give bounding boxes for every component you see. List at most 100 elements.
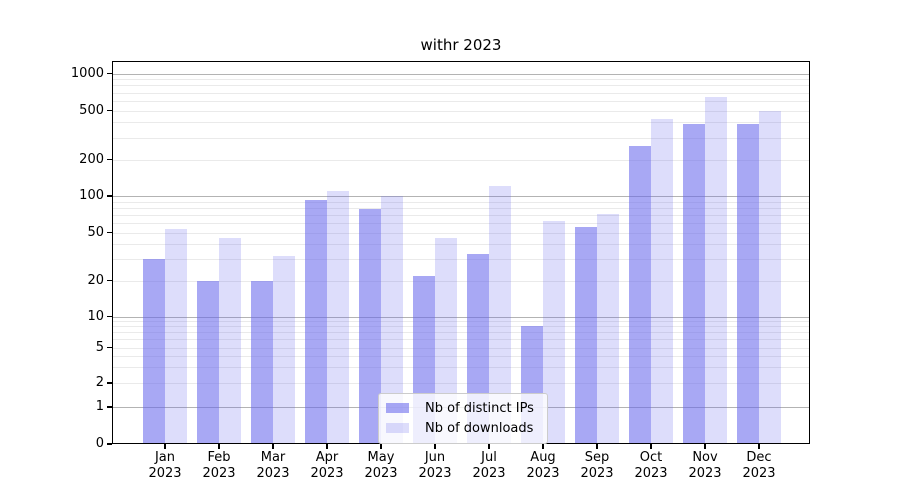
y-tick-label: 1 xyxy=(95,399,104,414)
x-tick-label: Feb 2023 xyxy=(187,450,251,482)
legend: Nb of distinct IPs Nb of downloads xyxy=(378,393,548,444)
y-tick-label: 500 xyxy=(79,102,104,118)
minor-gridline xyxy=(112,110,810,112)
x-tick-year: 2023 xyxy=(688,466,722,481)
y-tick-mark xyxy=(107,109,112,112)
x-tick-month: Oct xyxy=(639,450,663,465)
minor-gridline xyxy=(112,201,810,203)
bar-oct-ips xyxy=(629,146,651,444)
x-tick-year: 2023 xyxy=(202,466,236,481)
minor-gridline xyxy=(112,122,810,124)
y-tick-mark xyxy=(107,382,112,384)
plot-area xyxy=(112,61,810,444)
x-tick-month: Jul xyxy=(481,450,497,465)
minor-gridline xyxy=(112,85,810,87)
minor-gridline xyxy=(112,137,810,139)
legend-swatch-downloads xyxy=(386,423,409,433)
x-tick-label: Aug 2023 xyxy=(511,450,575,482)
bar-jun-downloads xyxy=(435,238,457,444)
x-tick-label: Mar 2023 xyxy=(241,450,305,482)
x-tick-mark xyxy=(488,444,490,449)
bar-sep-ips xyxy=(575,227,597,444)
y-tick-label: 1000 xyxy=(70,65,104,81)
minor-gridline xyxy=(112,259,810,261)
y-tick-label: 2 xyxy=(95,375,104,390)
bar-jul-downloads xyxy=(489,186,511,444)
y-tick-mark xyxy=(107,158,112,161)
x-tick-month: May xyxy=(367,450,395,465)
bar-jan-ips xyxy=(143,259,165,444)
x-tick-mark xyxy=(596,444,598,449)
legend-label-downloads: Nb of downloads xyxy=(425,420,534,436)
legend-item-distinct-ips: Nb of distinct IPs xyxy=(386,398,539,418)
bar-sep-downloads xyxy=(597,214,619,444)
bar-feb-downloads xyxy=(219,238,241,444)
legend-label-distinct-ips: Nb of distinct IPs xyxy=(425,400,534,416)
y-tick-mark xyxy=(107,346,112,349)
x-tick-mark xyxy=(326,444,328,449)
legend-item-downloads: Nb of downloads xyxy=(386,418,539,438)
x-tick-mark xyxy=(650,444,652,449)
x-tick-label: Jun 2023 xyxy=(403,450,467,482)
x-tick-year: 2023 xyxy=(364,466,398,481)
bar-may-downloads xyxy=(381,196,403,444)
x-tick-year: 2023 xyxy=(526,466,560,481)
bar-dec-ips xyxy=(737,123,759,444)
x-tick-label: Jan 2023 xyxy=(133,450,197,482)
x-tick-label: Dec 2023 xyxy=(727,450,791,482)
x-tick-mark xyxy=(704,444,706,449)
minor-gridline xyxy=(112,367,810,369)
x-tick-mark xyxy=(380,444,382,449)
x-tick-month: Jun xyxy=(424,450,446,465)
x-tick-year: 2023 xyxy=(310,466,344,481)
minor-gridline xyxy=(112,339,810,341)
minor-gridline xyxy=(112,79,810,81)
legend-swatch-distinct-ips xyxy=(386,403,409,413)
y-tick-mark xyxy=(107,406,112,408)
x-tick-mark xyxy=(272,444,274,449)
bar-nov-ips xyxy=(683,124,705,444)
x-tick-label: Jul 2023 xyxy=(457,450,521,482)
x-tick-label: May 2023 xyxy=(349,450,413,482)
bar-may-ips xyxy=(359,209,381,444)
minor-gridline xyxy=(112,214,810,216)
minor-gridline xyxy=(112,332,810,334)
bar-nov-downloads xyxy=(705,96,727,444)
y-tick-mark xyxy=(107,315,112,318)
x-tick-year: 2023 xyxy=(418,466,452,481)
bar-apr-ips xyxy=(305,199,327,444)
x-tick-year: 2023 xyxy=(472,466,506,481)
x-tick-mark xyxy=(434,444,436,449)
minor-gridline xyxy=(112,356,810,358)
bar-jan-downloads xyxy=(165,229,187,444)
y-tick-label: 100 xyxy=(79,188,104,203)
x-tick-mark xyxy=(164,444,166,449)
x-tick-month: Sep xyxy=(584,450,610,465)
x-tick-label: Oct 2023 xyxy=(619,450,683,482)
x-tick-month: Mar xyxy=(260,450,286,465)
bar-oct-downloads xyxy=(651,118,673,444)
x-tick-mark xyxy=(542,444,544,449)
bar-mar-ips xyxy=(251,280,273,444)
minor-gridline xyxy=(112,100,810,102)
bar-aug-downloads xyxy=(543,221,565,444)
x-tick-month: Dec xyxy=(746,450,772,465)
x-tick-label: Nov 2023 xyxy=(673,450,737,482)
minor-gridline xyxy=(112,244,810,246)
x-tick-mark xyxy=(758,444,760,449)
y-tick-label: 5 xyxy=(95,339,104,355)
x-tick-year: 2023 xyxy=(742,466,776,481)
chart-title: withr 2023 xyxy=(420,36,502,54)
major-gridline xyxy=(112,316,810,318)
minor-gridline xyxy=(112,347,810,349)
x-tick-mark xyxy=(218,444,220,449)
minor-gridline xyxy=(112,92,810,94)
x-tick-month: Nov xyxy=(692,450,718,465)
x-tick-month: Jan xyxy=(154,450,176,465)
y-tick-label: 20 xyxy=(87,272,104,288)
x-tick-year: 2023 xyxy=(148,466,182,481)
bar-feb-ips xyxy=(197,280,219,444)
x-tick-label: Sep 2023 xyxy=(565,450,629,482)
minor-gridline xyxy=(112,280,810,282)
